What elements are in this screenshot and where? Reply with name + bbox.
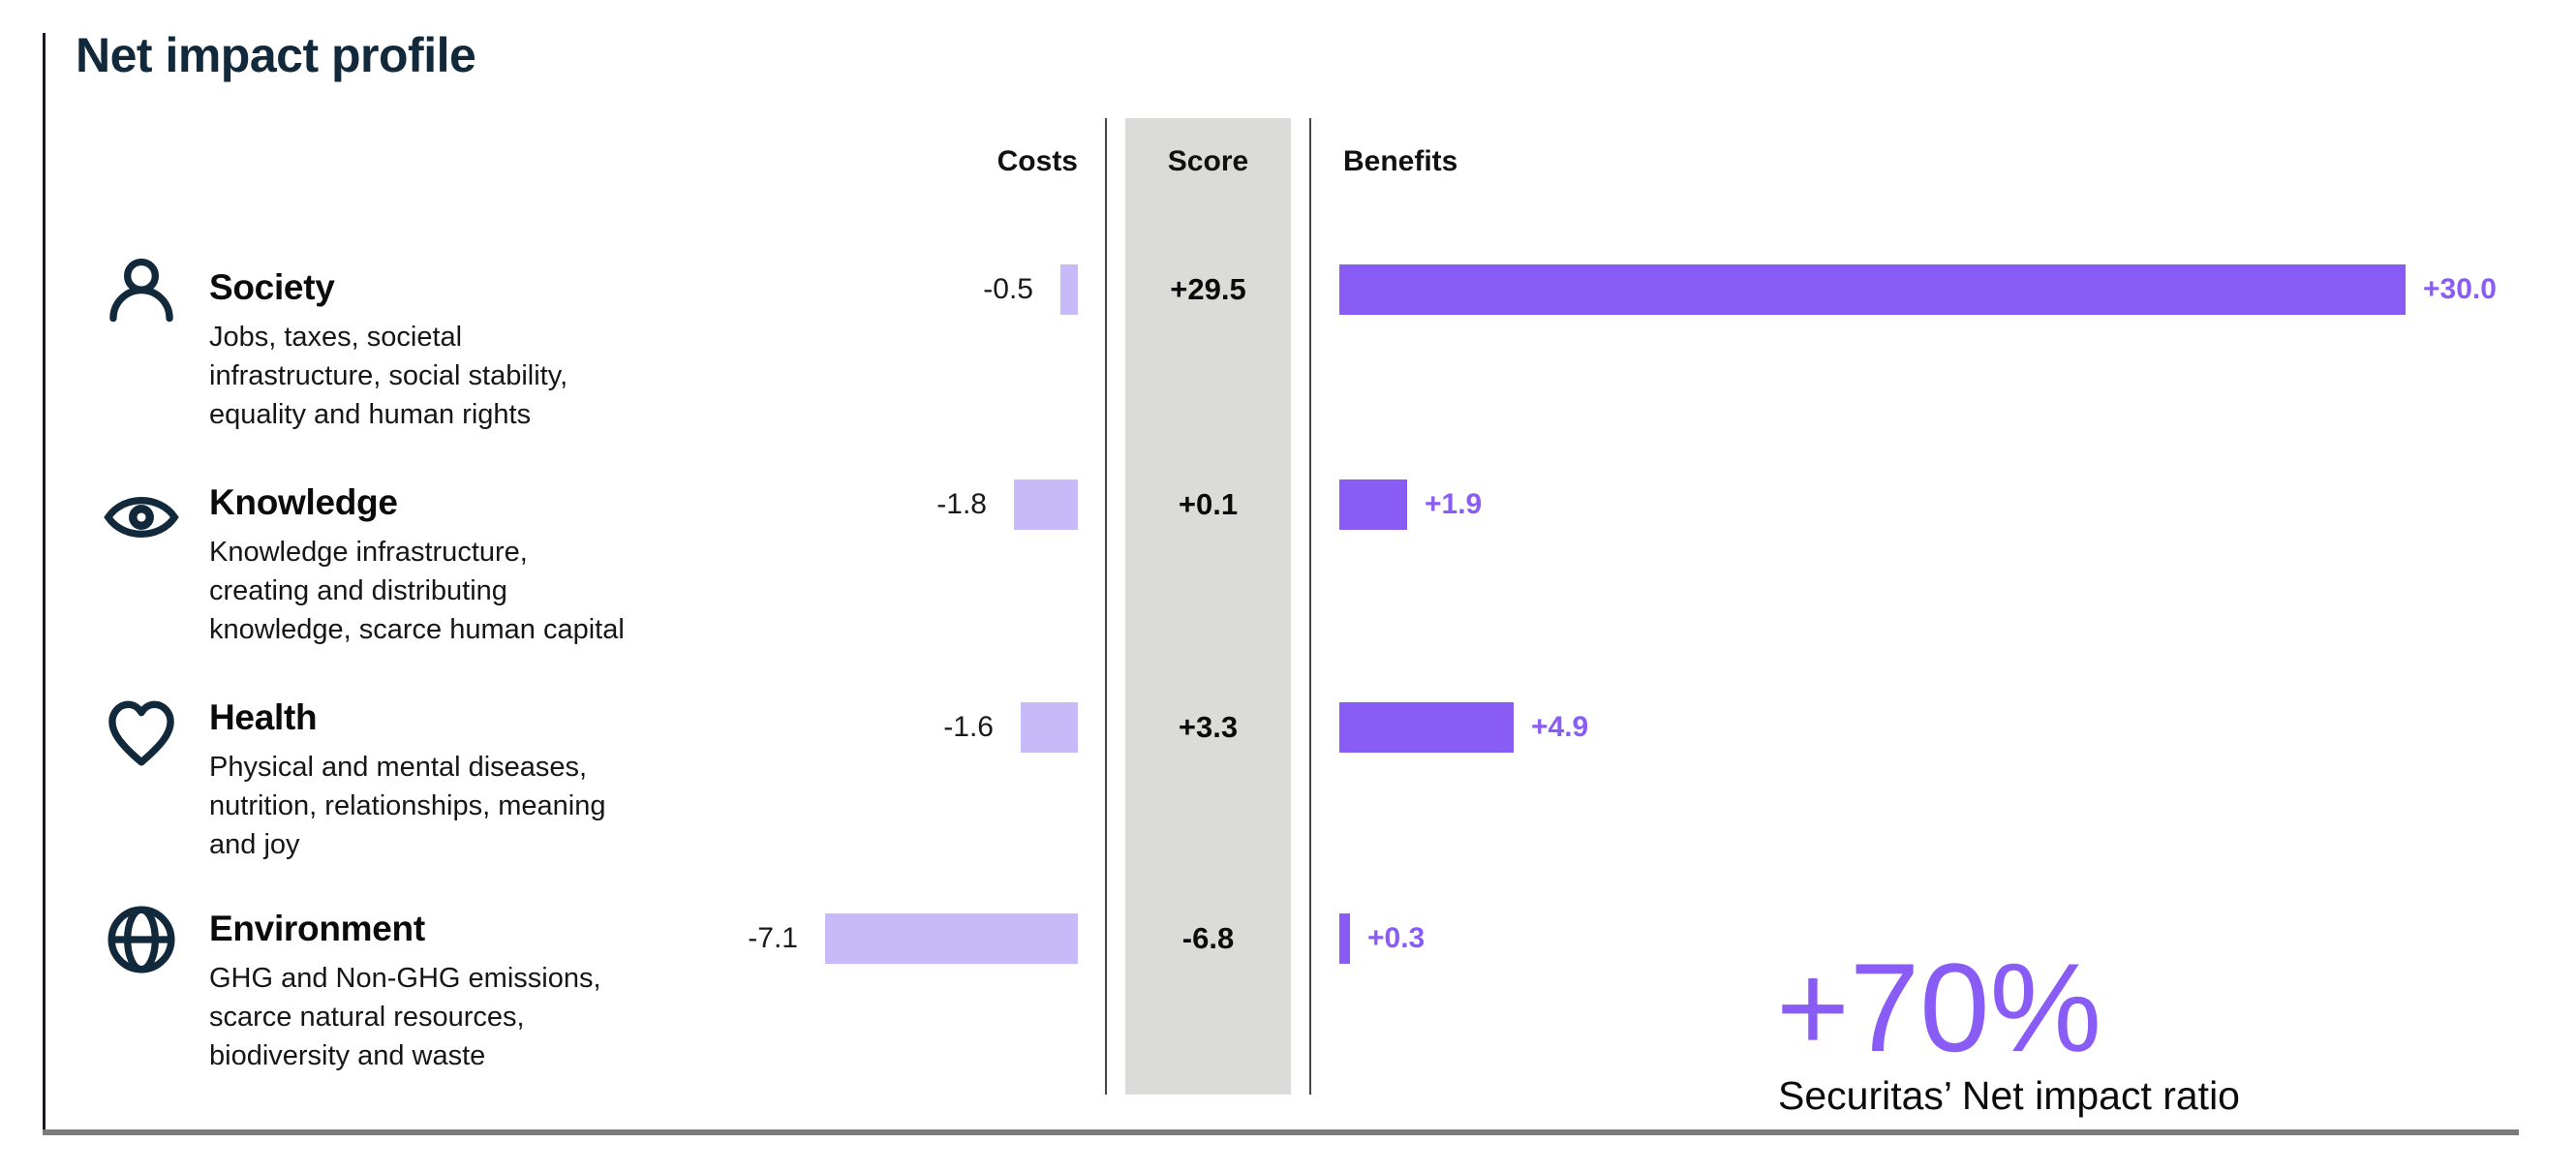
cost-value-label: -1.8: [936, 488, 987, 520]
cost-bar: [1014, 479, 1078, 530]
cost-value-label: -0.5: [983, 273, 1033, 305]
person-icon: [101, 252, 182, 333]
cost-bar: [825, 913, 1078, 964]
panel-left-border: [43, 33, 46, 1133]
score-value: +0.1: [1178, 487, 1239, 521]
cost-value-label: -7.1: [748, 922, 798, 954]
globe-icon: [101, 899, 182, 980]
category-description: GHG and Non-GHG emissions, scarce natura…: [209, 963, 601, 1071]
category-title: Knowledge: [209, 482, 398, 522]
score-value: +29.5: [1170, 272, 1246, 306]
cost-cell: -7.1: [581, 913, 1078, 964]
benefit-value-label: +1.9: [1425, 488, 1483, 520]
cost-cell: -1.6: [581, 702, 1078, 753]
benefit-value-label: +4.9: [1531, 711, 1589, 743]
benefit-bar: [1339, 264, 2406, 315]
category-title: Environment: [209, 909, 425, 948]
benefit-cell: +0.3: [1339, 913, 1425, 964]
score-column-background: [1125, 118, 1291, 1095]
benefit-bar: [1339, 479, 1407, 530]
cost-bar: [1060, 264, 1078, 315]
score-column-header: Score: [1167, 145, 1249, 177]
cost-bar: [1021, 702, 1078, 753]
category-title: Society: [209, 267, 335, 307]
panel-bottom-border: [43, 1129, 2519, 1135]
benefit-cell: +30.0: [1339, 264, 2497, 315]
score-value: -6.8: [1181, 921, 1235, 955]
score-value: +3.3: [1178, 710, 1239, 744]
cost-value-label: -1.6: [943, 711, 994, 743]
costs-score-divider-line: [1105, 118, 1107, 1095]
costs-column-header: Costs: [997, 145, 1078, 177]
category-description: Jobs, taxes, societal infrastructure, so…: [209, 322, 568, 430]
category-description: Knowledge infrastructure, creating and d…: [209, 537, 625, 645]
benefit-value-label: +0.3: [1367, 922, 1426, 954]
category-title: Health: [209, 697, 318, 737]
benefit-bar: [1339, 702, 1514, 753]
net-impact-ratio-label: Securitas’ Net impact ratio: [1778, 1073, 2240, 1118]
cost-cell: -1.8: [581, 479, 1078, 530]
net-impact-ratio-value: +70%: [1776, 937, 2102, 1078]
benefits-column-header: Benefits: [1343, 145, 1458, 177]
page-title: Net impact profile: [76, 28, 476, 82]
heart-icon: [101, 692, 182, 773]
benefit-value-label: +30.0: [2423, 273, 2497, 305]
benefit-bar: [1339, 913, 1350, 964]
score-benefits-divider-line: [1309, 118, 1311, 1095]
cost-cell: -0.5: [581, 264, 1078, 315]
benefit-cell: +4.9: [1339, 702, 1588, 753]
benefit-cell: +1.9: [1339, 479, 1482, 530]
eye-icon: [101, 477, 182, 558]
category-description: Physical and mental diseases, nutrition,…: [209, 752, 606, 860]
